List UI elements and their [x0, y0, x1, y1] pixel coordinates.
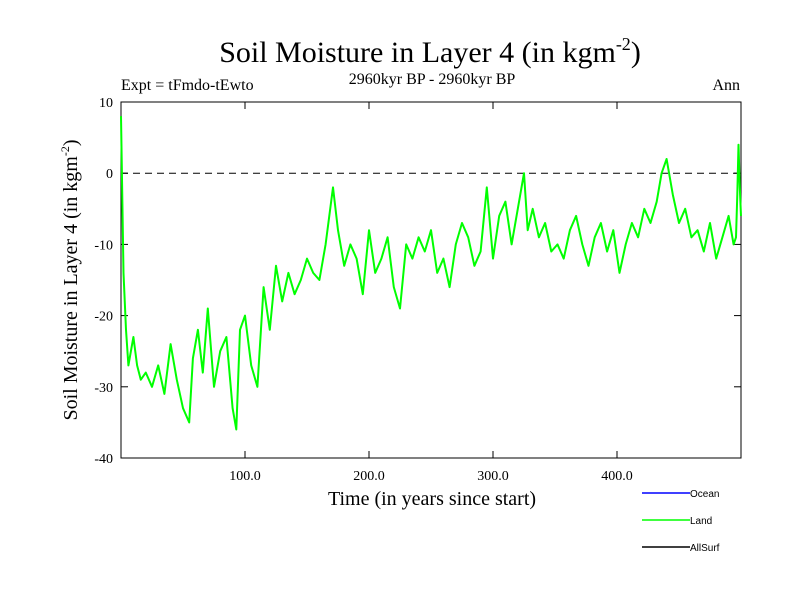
- series-layer: [120, 116, 742, 431]
- y-tick-label: -30: [94, 381, 113, 396]
- experiment-label: Expt = tFmdo-tEwto: [121, 77, 254, 94]
- y-axis: 10 0 -10 -20 -30 -40: [94, 96, 741, 467]
- y-tick-label: 0: [106, 167, 113, 182]
- chart-title-suffix: ): [631, 36, 641, 69]
- legend-label: AllSurf: [690, 543, 720, 554]
- season-label: Ann: [712, 77, 740, 94]
- y-tick-label: 10: [99, 96, 113, 111]
- x-tick-label: 200.0: [353, 469, 385, 484]
- y-tick-label: -10: [94, 238, 113, 253]
- y-axis-label-superscript: -2: [58, 146, 72, 156]
- legend-label: Ocean: [690, 489, 719, 500]
- x-axis-label: Time (in years since start): [328, 488, 536, 510]
- x-tick-label: 100.0: [229, 469, 261, 484]
- y-axis-label-suffix: ): [60, 139, 82, 146]
- chart-title-text: Soil Moisture in Layer 4 (in kgm: [219, 36, 616, 69]
- chart-title: Soil Moisture in Layer 4 (in kgm-2): [219, 34, 641, 69]
- y-axis-label: Soil Moisture in Layer 4 (in kgm-2): [58, 139, 82, 420]
- x-tick-label: 300.0: [477, 469, 509, 484]
- plot-frame: [120, 101, 742, 459]
- legend: Ocean Land AllSurf: [642, 489, 720, 554]
- x-tick-label: 400.0: [601, 469, 633, 484]
- y-tick-label: -40: [94, 452, 113, 467]
- chart-title-superscript: -2: [616, 34, 631, 54]
- y-tick-label: -20: [94, 310, 113, 325]
- y-axis-label-text: Soil Moisture in Layer 4 (in kgm: [60, 156, 82, 421]
- x-axis: 100.0 200.0 300.0 400.0: [229, 102, 633, 484]
- legend-label: Land: [690, 516, 712, 527]
- chart-subtitle: 2960kyr BP - 2960kyr BP: [349, 71, 516, 88]
- series-line-land: [120, 116, 742, 431]
